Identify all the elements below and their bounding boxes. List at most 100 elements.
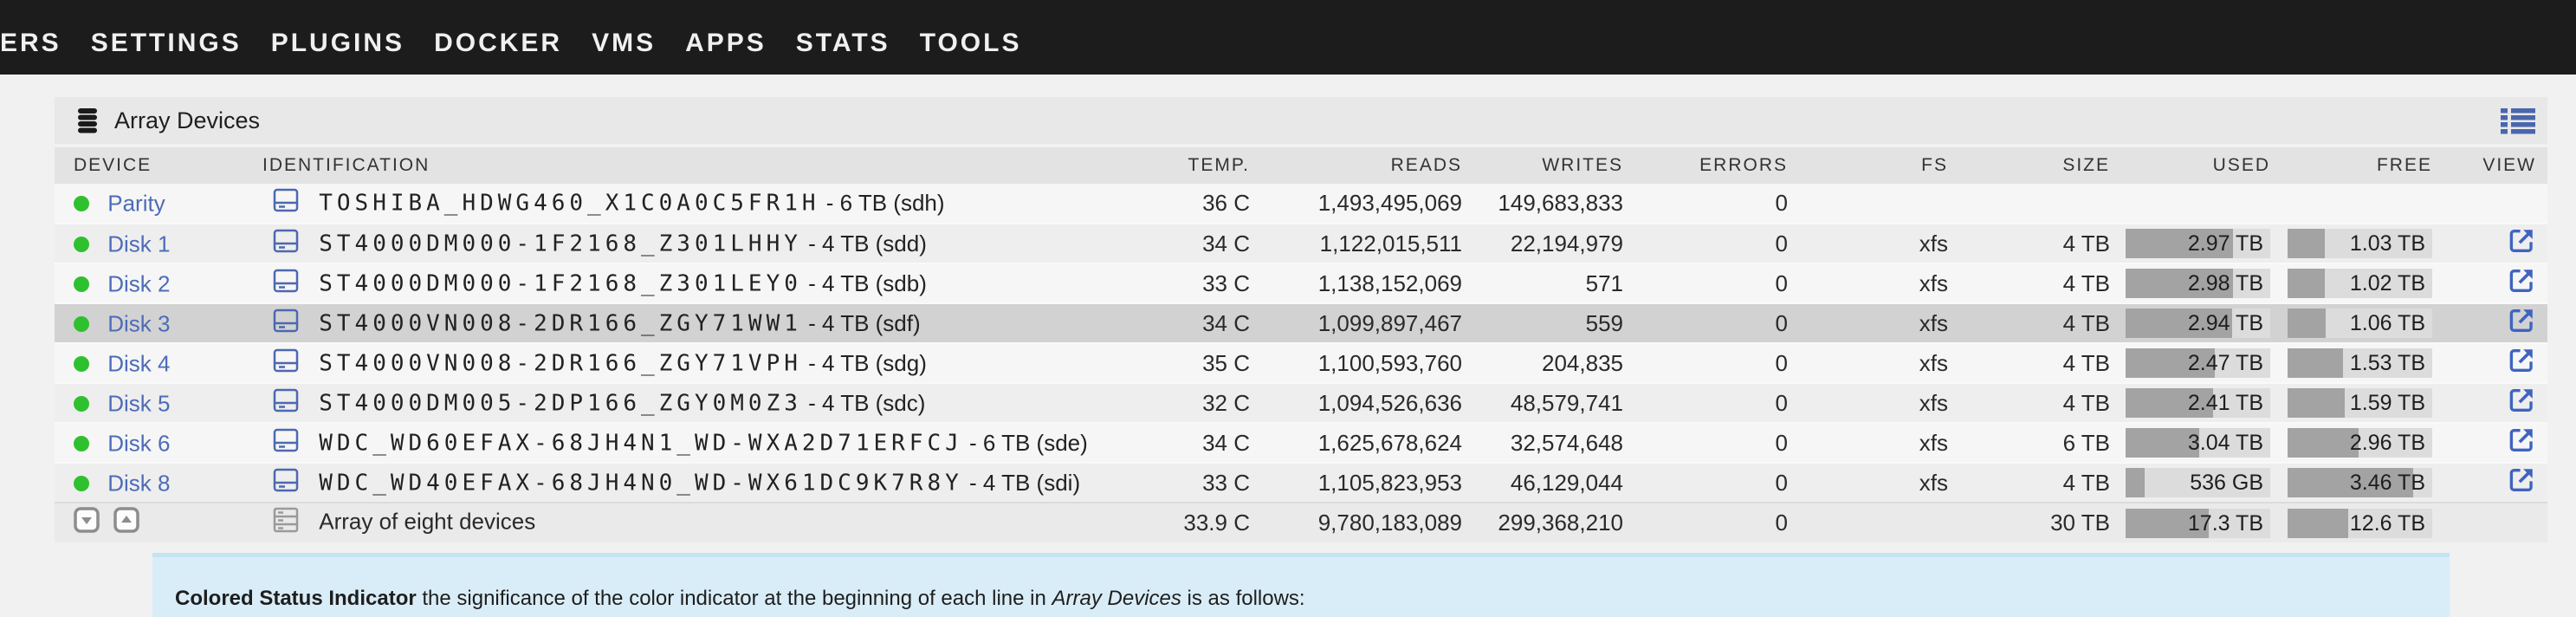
nav-item-plugins[interactable]: PLUGINS (270, 29, 405, 57)
drive-icon[interactable] (273, 348, 305, 378)
used-bar: 2.94 TB (2126, 308, 2270, 338)
database-stack-icon (76, 107, 99, 134)
external-link-icon[interactable] (2507, 266, 2536, 296)
total-fs (1788, 503, 1948, 542)
used-bar: 3.04 TB (2126, 428, 2270, 458)
page-title: Array Devices (114, 107, 261, 133)
device-size-dev: - 4 TB (sdf) (808, 309, 921, 336)
device-identification: TOSHIBA_HDWG460_X1C0A0C5FR1H (319, 190, 820, 217)
device-link[interactable]: Disk 6 (107, 430, 171, 457)
reads-cell: 1,493,495,069 (1317, 190, 1462, 216)
free-bar: 1.02 TB (2288, 269, 2432, 298)
used-bar: 2.97 TB (2126, 229, 2270, 258)
drive-icon[interactable] (273, 229, 305, 258)
nav-item-vms[interactable]: VMS (592, 29, 657, 57)
device-identification: WDC_WD40EFAX-68JH4N0_WD-WX61DC9K7R8Y (319, 470, 963, 496)
external-link-icon[interactable] (2507, 386, 2536, 415)
status-dot-green (74, 196, 89, 212)
status-dot-green (74, 435, 89, 451)
drive-icon[interactable] (273, 428, 305, 458)
sort-down-button[interactable] (74, 507, 100, 533)
device-link[interactable]: Disk 4 (107, 350, 171, 377)
array-devices-header: Array Devices (55, 97, 2547, 144)
nav-item-settings[interactable]: SETTINGS (90, 29, 242, 57)
table-row: Disk 5 ST4000DM005-2DP166_ZGY0M0Z3 - 4 T… (55, 383, 2547, 423)
errors-cell: 0 (1775, 429, 1788, 456)
col-header-identification: IDENTIFICATION (262, 155, 430, 175)
status-dot-green (74, 475, 89, 491)
used-bar: 536 GB (2126, 468, 2270, 497)
free-bar: 1.53 TB (2288, 348, 2432, 378)
fs-cell: xfs (1919, 309, 1948, 336)
device-identification: ST4000VN008-2DR166_ZGY71VPH (319, 350, 802, 376)
array-totals-row: Array of eight devices 33.9 C 9,780,183,… (55, 503, 2547, 542)
drive-icon[interactable] (273, 308, 305, 338)
size-cell: 4 TB (2062, 389, 2110, 416)
writes-cell: 149,683,833 (1498, 190, 1623, 216)
device-size-dev: - 6 TB (sdh) (825, 190, 945, 216)
device-link[interactable]: Disk 2 (107, 270, 171, 297)
nav-item-apps[interactable]: APPS (685, 29, 767, 57)
external-link-icon[interactable] (2507, 425, 2536, 455)
drive-icon[interactable] (273, 388, 305, 418)
list-view-icon[interactable] (2501, 107, 2535, 134)
drive-icon[interactable] (273, 269, 305, 298)
device-identification: ST4000DM000-1F2168_Z301LHHY (319, 231, 802, 257)
device-size-dev: - 4 TB (sdd) (808, 230, 927, 257)
array-devices-panel: Array Devices DEVICE IDENTIFICATION TEM (55, 97, 2547, 542)
reads-cell: 1,122,015,511 (1319, 230, 1462, 257)
table-row: Disk 3 ST4000VN008-2DR166_ZGY71WW1 - 4 T… (55, 303, 2547, 343)
table-row: Disk 6 WDC_WD60EFAX-68JH4N1_WD-WXA2D71ER… (55, 423, 2547, 463)
table-row: Parity TOSHIBA_HDWG460_X1C0A0C5FR1H - 6 … (55, 184, 2547, 224)
used-bar: 2.41 TB (2126, 388, 2270, 418)
reads-cell: 1,100,593,760 (1317, 349, 1462, 376)
sort-up-button[interactable] (113, 507, 139, 533)
temp-cell: 32 C (1202, 389, 1250, 416)
fs-cell (1788, 184, 1948, 224)
col-header-fs: FS (1921, 155, 1948, 175)
array-devices-table: DEVICE IDENTIFICATION TEMP. READS WRITES… (55, 147, 2547, 542)
device-link[interactable]: Disk 1 (107, 231, 171, 257)
device-link[interactable]: Disk 3 (107, 310, 171, 337)
device-link[interactable]: Parity (107, 190, 165, 217)
nav-item-docker[interactable]: DOCKER (434, 29, 563, 57)
col-header-view: VIEW (2482, 155, 2536, 175)
fs-cell: xfs (1919, 270, 1948, 296)
nav-item-stats[interactable]: STATS (795, 29, 890, 57)
external-link-icon[interactable] (2507, 346, 2536, 375)
external-link-icon[interactable] (2507, 306, 2536, 335)
external-link-icon[interactable] (2507, 465, 2536, 495)
device-link[interactable]: Disk 5 (107, 390, 171, 417)
fs-cell: xfs (1919, 429, 1948, 456)
reads-cell: 1,105,823,953 (1317, 469, 1462, 496)
table-row: Disk 1 ST4000DM000-1F2168_Z301LHHY - 4 T… (55, 224, 2547, 263)
notice-italic: Array Devices (1052, 587, 1181, 610)
free-bar: 1.59 TB (2288, 388, 2432, 418)
nav-item-users-truncated[interactable]: ERS (0, 29, 61, 57)
writes-cell: 22,194,979 (1510, 230, 1623, 257)
col-header-size: SIZE (2062, 155, 2110, 175)
writes-cell: 204,835 (1542, 349, 1623, 376)
drive-icon[interactable] (273, 468, 305, 497)
temp-cell: 36 C (1202, 190, 1250, 216)
device-identification: WDC_WD60EFAX-68JH4N1_WD-WXA2D71ERFCJ (319, 430, 963, 456)
errors-cell: 0 (1775, 190, 1788, 216)
external-link-icon[interactable] (2507, 226, 2536, 256)
total-temp: 33.9 C (1183, 510, 1250, 536)
nav-item-tools[interactable]: TOOLS (919, 29, 1022, 57)
errors-cell: 0 (1775, 270, 1788, 296)
device-identification: ST4000DM005-2DP166_ZGY0M0Z3 (319, 390, 802, 416)
table-header-row: DEVICE IDENTIFICATION TEMP. READS WRITES… (55, 147, 2547, 184)
total-reads: 9,780,183,089 (1317, 510, 1462, 536)
table-row: Disk 8 WDC_WD40EFAX-68JH4N0_WD-WX61DC9K7… (55, 463, 2547, 503)
notice-middle: the significance of the color indicator … (416, 587, 1052, 610)
free-bar: 1.06 TB (2288, 308, 2432, 338)
drive-icon[interactable] (273, 188, 305, 218)
used-bar: 2.47 TB (2126, 348, 2270, 378)
size-cell (1948, 184, 2110, 224)
size-cell: 6 TB (2062, 429, 2110, 456)
size-cell: 4 TB (2062, 469, 2110, 496)
device-link[interactable]: Disk 8 (107, 470, 171, 497)
writes-cell: 46,129,044 (1510, 469, 1623, 496)
array-server-icon (273, 507, 305, 538)
